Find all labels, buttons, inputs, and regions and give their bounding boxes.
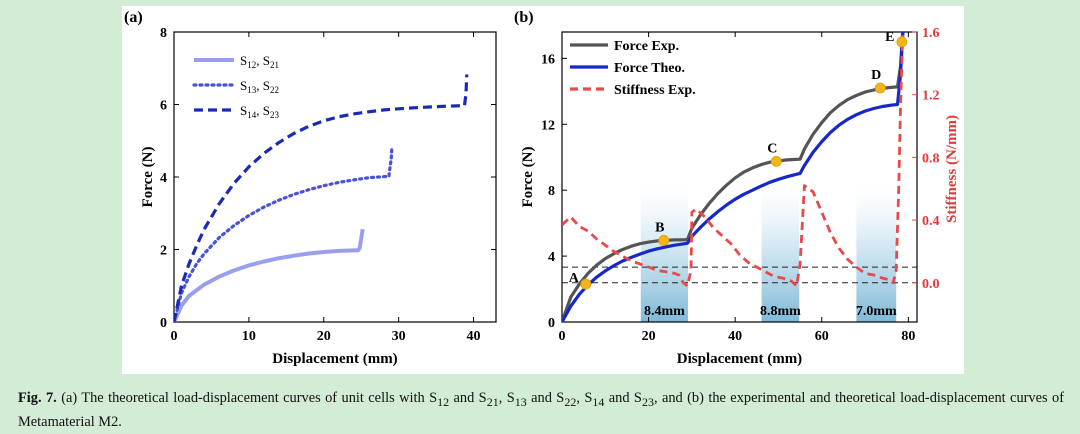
caption-text-2: and S — [449, 390, 487, 406]
panel-b-y2-tick-label: 0.0 — [922, 277, 940, 292]
panel-b-axes-frame — [561, 31, 918, 323]
panel-b-y-tick-label: 4 — [548, 250, 555, 265]
panel-b-legend-label: Stiffness Exp. — [614, 83, 696, 98]
panel-a-x-tick-label: 30 — [392, 329, 406, 344]
panel-b-y2-tick-label: 1.6 — [922, 26, 940, 41]
panel-a-x-tick-label: 0 — [171, 329, 178, 344]
panel-b-series-line — [562, 35, 905, 288]
panel-a-label: (a) — [124, 9, 143, 26]
caption-sub-4: 22 — [564, 394, 577, 409]
panel-b-y2-tick-label: 1.2 — [922, 89, 940, 104]
caption-sub-3: 13 — [514, 394, 527, 409]
panel-b-marker-label: D — [871, 68, 881, 83]
panel-b-marker-point — [770, 155, 782, 167]
panel-b-y2-axis-label: Stiffness (N/mm) — [944, 115, 960, 223]
caption-text-3: , S — [498, 390, 515, 406]
panel-b-series-line — [562, 32, 905, 322]
panel-b-legend-label: Force Exp. — [614, 39, 679, 54]
panel-b-region-label: 8.4mm — [644, 304, 685, 319]
panel-b-marker-point — [874, 82, 886, 94]
caption-sub-1: 12 — [437, 394, 450, 409]
panel-b-marker-label: E — [885, 30, 894, 45]
panel-a-x-tick-label: 10 — [242, 329, 256, 344]
panel-a-axes-frame — [173, 31, 497, 323]
caption-text-6: and S — [604, 390, 642, 406]
caption-fig-label: Fig. 7. — [18, 390, 57, 406]
caption-text-1: (a) The theoretical load-displacement cu… — [56, 390, 438, 406]
panel-b-series-line — [562, 32, 905, 322]
panel-b-x-tick-label: 40 — [728, 329, 742, 344]
caption-sub-5: 14 — [592, 394, 605, 409]
panel-b-x-tick-label: 60 — [815, 329, 829, 344]
panel-b-marker-point — [896, 36, 908, 48]
panel-b-y-tick-label: 16 — [541, 52, 555, 67]
panel-b-y-tick-label: 0 — [548, 316, 555, 331]
panel-b-chart: 8.4mm 8.8mm 7.0mm 0 20 40 60 80 0 4 8 12 16 0.0 0.4 0.8… — [520, 26, 960, 367]
caption-text-5: , S — [576, 390, 593, 406]
caption-sub-6: 23 — [641, 394, 654, 409]
panel-a-legend-label: S13, S22 — [240, 78, 279, 95]
panel-b-y-tick-label: 12 — [541, 118, 555, 133]
panel-a-legend-label: S12, S21 — [240, 53, 279, 70]
panel-a-y-tick-label: 6 — [160, 99, 167, 114]
panel-a-x-tick-label: 20 — [317, 329, 331, 344]
caption-text-4: and S — [526, 390, 565, 406]
panel-a-x-tick-label: 40 — [467, 329, 481, 344]
panel-a-y-tick-label: 4 — [160, 171, 167, 186]
panel-a-series-line — [174, 228, 365, 322]
panel-a-legend-label: S14, S23 — [240, 103, 279, 120]
panel-b-marker-label: C — [767, 141, 777, 156]
panel-a-y-tick-label: 8 — [160, 26, 167, 41]
panel-a-y-tick-label: 2 — [160, 244, 167, 259]
panel-a-series-line — [174, 74, 469, 322]
panel-b-shaded-region — [761, 173, 800, 322]
panel-b-series-group — [562, 32, 905, 322]
panel-b-marker-label: B — [655, 220, 664, 235]
panel-a-series-line — [174, 145, 394, 322]
panel-a-y-axis-label: Force (N) — [140, 147, 156, 208]
panel-b-x-axis-label: Displacement (mm) — [677, 351, 802, 367]
panel-b-shaded-region — [856, 173, 897, 322]
panel-b-y-tick-label: 8 — [548, 184, 555, 199]
panel-b-legend-label: Force Theo. — [614, 61, 685, 76]
panel-b-marker-point — [580, 278, 592, 290]
panel-a-x-axis-label: Displacement (mm) — [272, 351, 397, 367]
figure-caption: Fig. 7. (a) The theoretical load-displac… — [18, 388, 1064, 432]
caption-text-7: , and (b) the experimental and theoretic… — [18, 390, 1065, 430]
figure-panel: (a) (b) 0 10 20 30 40 0 2 4 6 8 Displacement (mm) F… — [122, 6, 964, 374]
panel-a-series-group — [174, 74, 469, 322]
panel-b-x-tick-label: 20 — [642, 329, 656, 344]
panel-a-chart: 0 10 20 30 40 0 2 4 6 8 Displacement (mm) Force (N)… — [140, 26, 497, 367]
panel-b-region-label: 7.0mm — [856, 304, 897, 319]
panel-b-x-tick-label: 80 — [901, 329, 915, 344]
panel-b-marker-point — [658, 235, 670, 246]
panel-b-y2-tick-label: 0.8 — [922, 151, 940, 166]
caption-sub-2: 21 — [486, 394, 499, 409]
panel-b-y-axis-label: Force (N) — [520, 147, 536, 208]
panel-b-marker-label: A — [569, 271, 580, 286]
panel-b-x-tick-label: 0 — [559, 329, 566, 344]
panel-a-y-tick-label: 0 — [160, 316, 167, 331]
panel-b-y2-tick-label: 0.4 — [922, 214, 940, 229]
panel-b-label: (b) — [514, 9, 534, 26]
panel-b-region-label: 8.8mm — [760, 304, 801, 319]
